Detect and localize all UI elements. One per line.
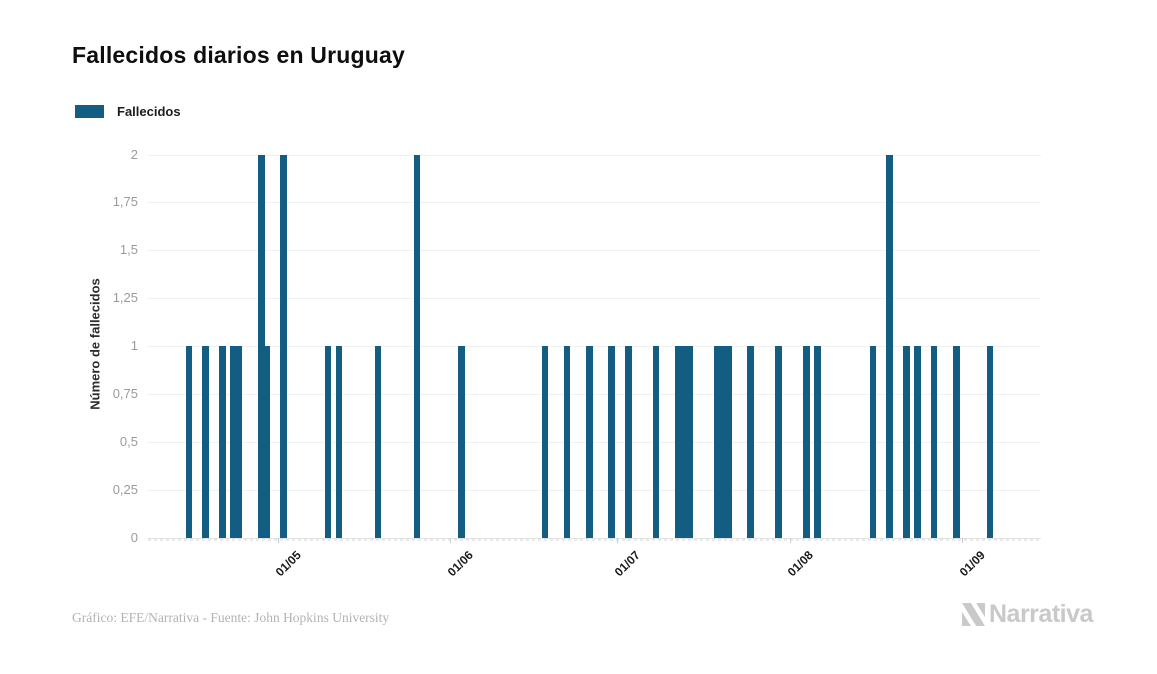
- y-tick-label: 2: [130, 146, 138, 162]
- bar-24/04[interactable]: [235, 346, 243, 538]
- y-tick-label: 1,5: [119, 242, 138, 258]
- bar-28/04[interactable]: [258, 154, 265, 538]
- bar-04/08[interactable]: [803, 346, 810, 538]
- bar-12/07[interactable]: [675, 346, 682, 538]
- bar-12/05[interactable]: [335, 346, 343, 538]
- x-tick-label: 01/05: [272, 548, 304, 580]
- bar-19/07[interactable]: [714, 346, 721, 538]
- bar-03/07[interactable]: [625, 346, 632, 538]
- y-tick-label: 0,5: [119, 434, 138, 450]
- bar-13/07[interactable]: [680, 346, 688, 538]
- bar-16/08[interactable]: [869, 346, 877, 538]
- bar-23/04[interactable]: [230, 346, 237, 538]
- gridline: [148, 490, 1041, 492]
- x-axis-baseline-ticks: [148, 538, 1041, 541]
- bar-18/04[interactable]: [202, 346, 209, 538]
- legend-label: Fallecidos: [117, 104, 181, 119]
- x-tick-label: 01/08: [784, 548, 816, 580]
- gridline: [148, 298, 1041, 300]
- bar-03/06[interactable]: [458, 346, 465, 538]
- narrativa-logo: Narrativa: [961, 600, 1093, 629]
- plot-area: [148, 154, 1041, 539]
- source-credit: Gráfico: EFE/Narrativa - Fuente: John Ho…: [72, 610, 390, 625]
- legend-swatch-icon: [75, 105, 104, 118]
- bar-30/06[interactable]: [608, 346, 615, 538]
- bar-26/05[interactable]: [413, 154, 421, 538]
- bar-25/07[interactable]: [747, 346, 754, 538]
- legend-item-fallecidos[interactable]: Fallecidos: [75, 104, 181, 119]
- bar-19/08[interactable]: [886, 154, 893, 538]
- bar-22/08[interactable]: [903, 346, 910, 538]
- y-tick-label: 0,75: [112, 386, 138, 402]
- bar-15/04[interactable]: [185, 346, 193, 538]
- bar-06/09[interactable]: [986, 346, 994, 538]
- narrativa-n-icon: [962, 603, 985, 626]
- bar-22/06[interactable]: [563, 346, 571, 538]
- gridline: [148, 346, 1041, 348]
- y-tick-label: 1,75: [112, 194, 138, 210]
- bar-21/04[interactable]: [219, 346, 226, 538]
- bar-19/05[interactable]: [374, 346, 382, 538]
- x-tick-label: 01/06: [445, 548, 477, 580]
- y-tick-label: 0: [130, 530, 138, 545]
- bar-10/05[interactable]: [324, 346, 332, 538]
- chart-title: Fallecidos diarios en Uruguay: [72, 42, 405, 68]
- y-tick-label: 1,25: [112, 290, 138, 306]
- narrativa-logo-text: Narrativa: [989, 600, 1093, 628]
- bar-21/07[interactable]: [725, 346, 732, 538]
- gridline: [148, 250, 1041, 252]
- bar-18/06[interactable]: [541, 346, 549, 538]
- bar-27/08[interactable]: [930, 346, 938, 538]
- bar-06/08[interactable]: [814, 346, 821, 538]
- bar-24/08[interactable]: [914, 346, 921, 538]
- bar-02/05[interactable]: [280, 154, 287, 538]
- y-tick-label: 0,25: [112, 482, 138, 498]
- gridline: [148, 442, 1041, 444]
- x-tick-label: 01/07: [611, 548, 644, 580]
- bar-29/04[interactable]: [263, 346, 271, 538]
- bar-26/06[interactable]: [586, 346, 593, 538]
- y-tick-label: 1: [130, 338, 138, 354]
- bar-08/07[interactable]: [652, 346, 660, 538]
- bar-31/08[interactable]: [953, 346, 960, 538]
- bar-14/07[interactable]: [686, 346, 693, 538]
- gridline: [148, 154, 1041, 156]
- gridline: [148, 202, 1041, 204]
- bar-20/07[interactable]: [719, 346, 727, 538]
- gridline: [148, 394, 1041, 396]
- bar-30/07[interactable]: [775, 346, 782, 538]
